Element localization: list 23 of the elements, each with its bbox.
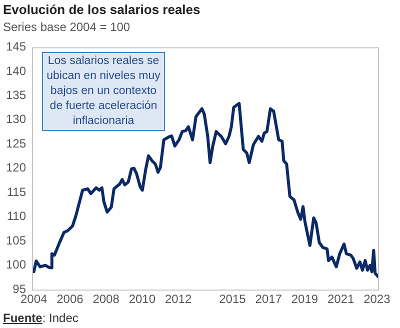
y-tick-label: 145 [6,40,26,54]
y-tick-label: 110 [6,209,26,224]
y-tick-label: 105 [6,233,26,248]
y-tick-label: 135 [6,88,26,102]
y-tick-label: 125 [6,136,26,150]
x-tick-label: 2006 [56,292,84,306]
x-tick-label: 2008 [92,292,120,306]
chart-subtitle: Series base 2004 = 100 [3,20,130,34]
y-tick-label: 130 [6,112,26,126]
y-tick-label: 115 [6,184,26,199]
x-tick-label: 2012 [164,292,192,306]
x-tick-label: 2010 [128,292,156,306]
y-tick-label: 140 [6,64,26,78]
x-tick-label: 2019 [291,292,318,306]
annotation: Los salarios reales se ubican en niveles muy bajos en un contexto de fuerte aceleración inflacionaria [42,52,165,131]
y-tick-label: 100 [6,258,26,272]
x-tick-label: 2023 [364,292,391,306]
x-tick-label: 2021 [327,292,354,306]
chart-title: Evolución de los salarios reales [3,2,200,17]
source-note: Fuente: Indec [3,311,78,325]
x-tick-label: 2015 [219,292,246,306]
x-tick-label: 2017 [255,292,282,306]
y-tick-label: 120 [6,160,26,175]
